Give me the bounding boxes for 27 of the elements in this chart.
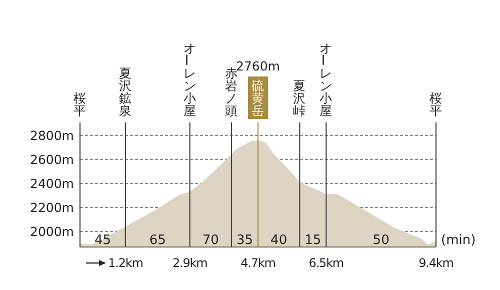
ref-line-label: 夏沢鉱泉: [118, 66, 132, 118]
ref-line-label: 夏沢峠: [293, 78, 306, 118]
annotation: 40: [270, 233, 288, 248]
annotation: 65: [149, 233, 166, 248]
ref-line-label: 桜平: [74, 90, 86, 118]
annotation: 70: [202, 233, 219, 248]
y-tick-label: 2000m: [30, 224, 74, 239]
x-tick-label: 2.9km: [172, 256, 208, 270]
y-tick-label: 2800m: [30, 128, 74, 143]
ref-line-label: オーレン小屋: [315, 40, 333, 118]
x-tick-label: 4.7km: [240, 256, 276, 270]
ref-line-label: 桜平: [430, 90, 442, 118]
text: 2760m: [236, 58, 280, 74]
ref-line-label: 赤岩ノ頭: [224, 66, 238, 118]
ref-line-label: オーレン小屋: [179, 40, 196, 118]
y-tick-label: 2200m: [30, 200, 74, 215]
x-tick-label: 6.5km: [308, 256, 344, 270]
x-tick-label: 1.2km: [108, 256, 143, 270]
annotation: 50: [372, 233, 390, 248]
annotation: 35: [236, 233, 254, 248]
annotation: 15: [304, 233, 322, 248]
annotation: 45: [94, 233, 111, 248]
x-tick-label: 9.4km: [418, 256, 454, 270]
y-tick-label: 2600m: [30, 152, 74, 167]
text: (min): [441, 233, 476, 248]
y-tick-label: 2400m: [30, 176, 74, 191]
ref-line-label: 硫黄岳: [252, 78, 264, 118]
